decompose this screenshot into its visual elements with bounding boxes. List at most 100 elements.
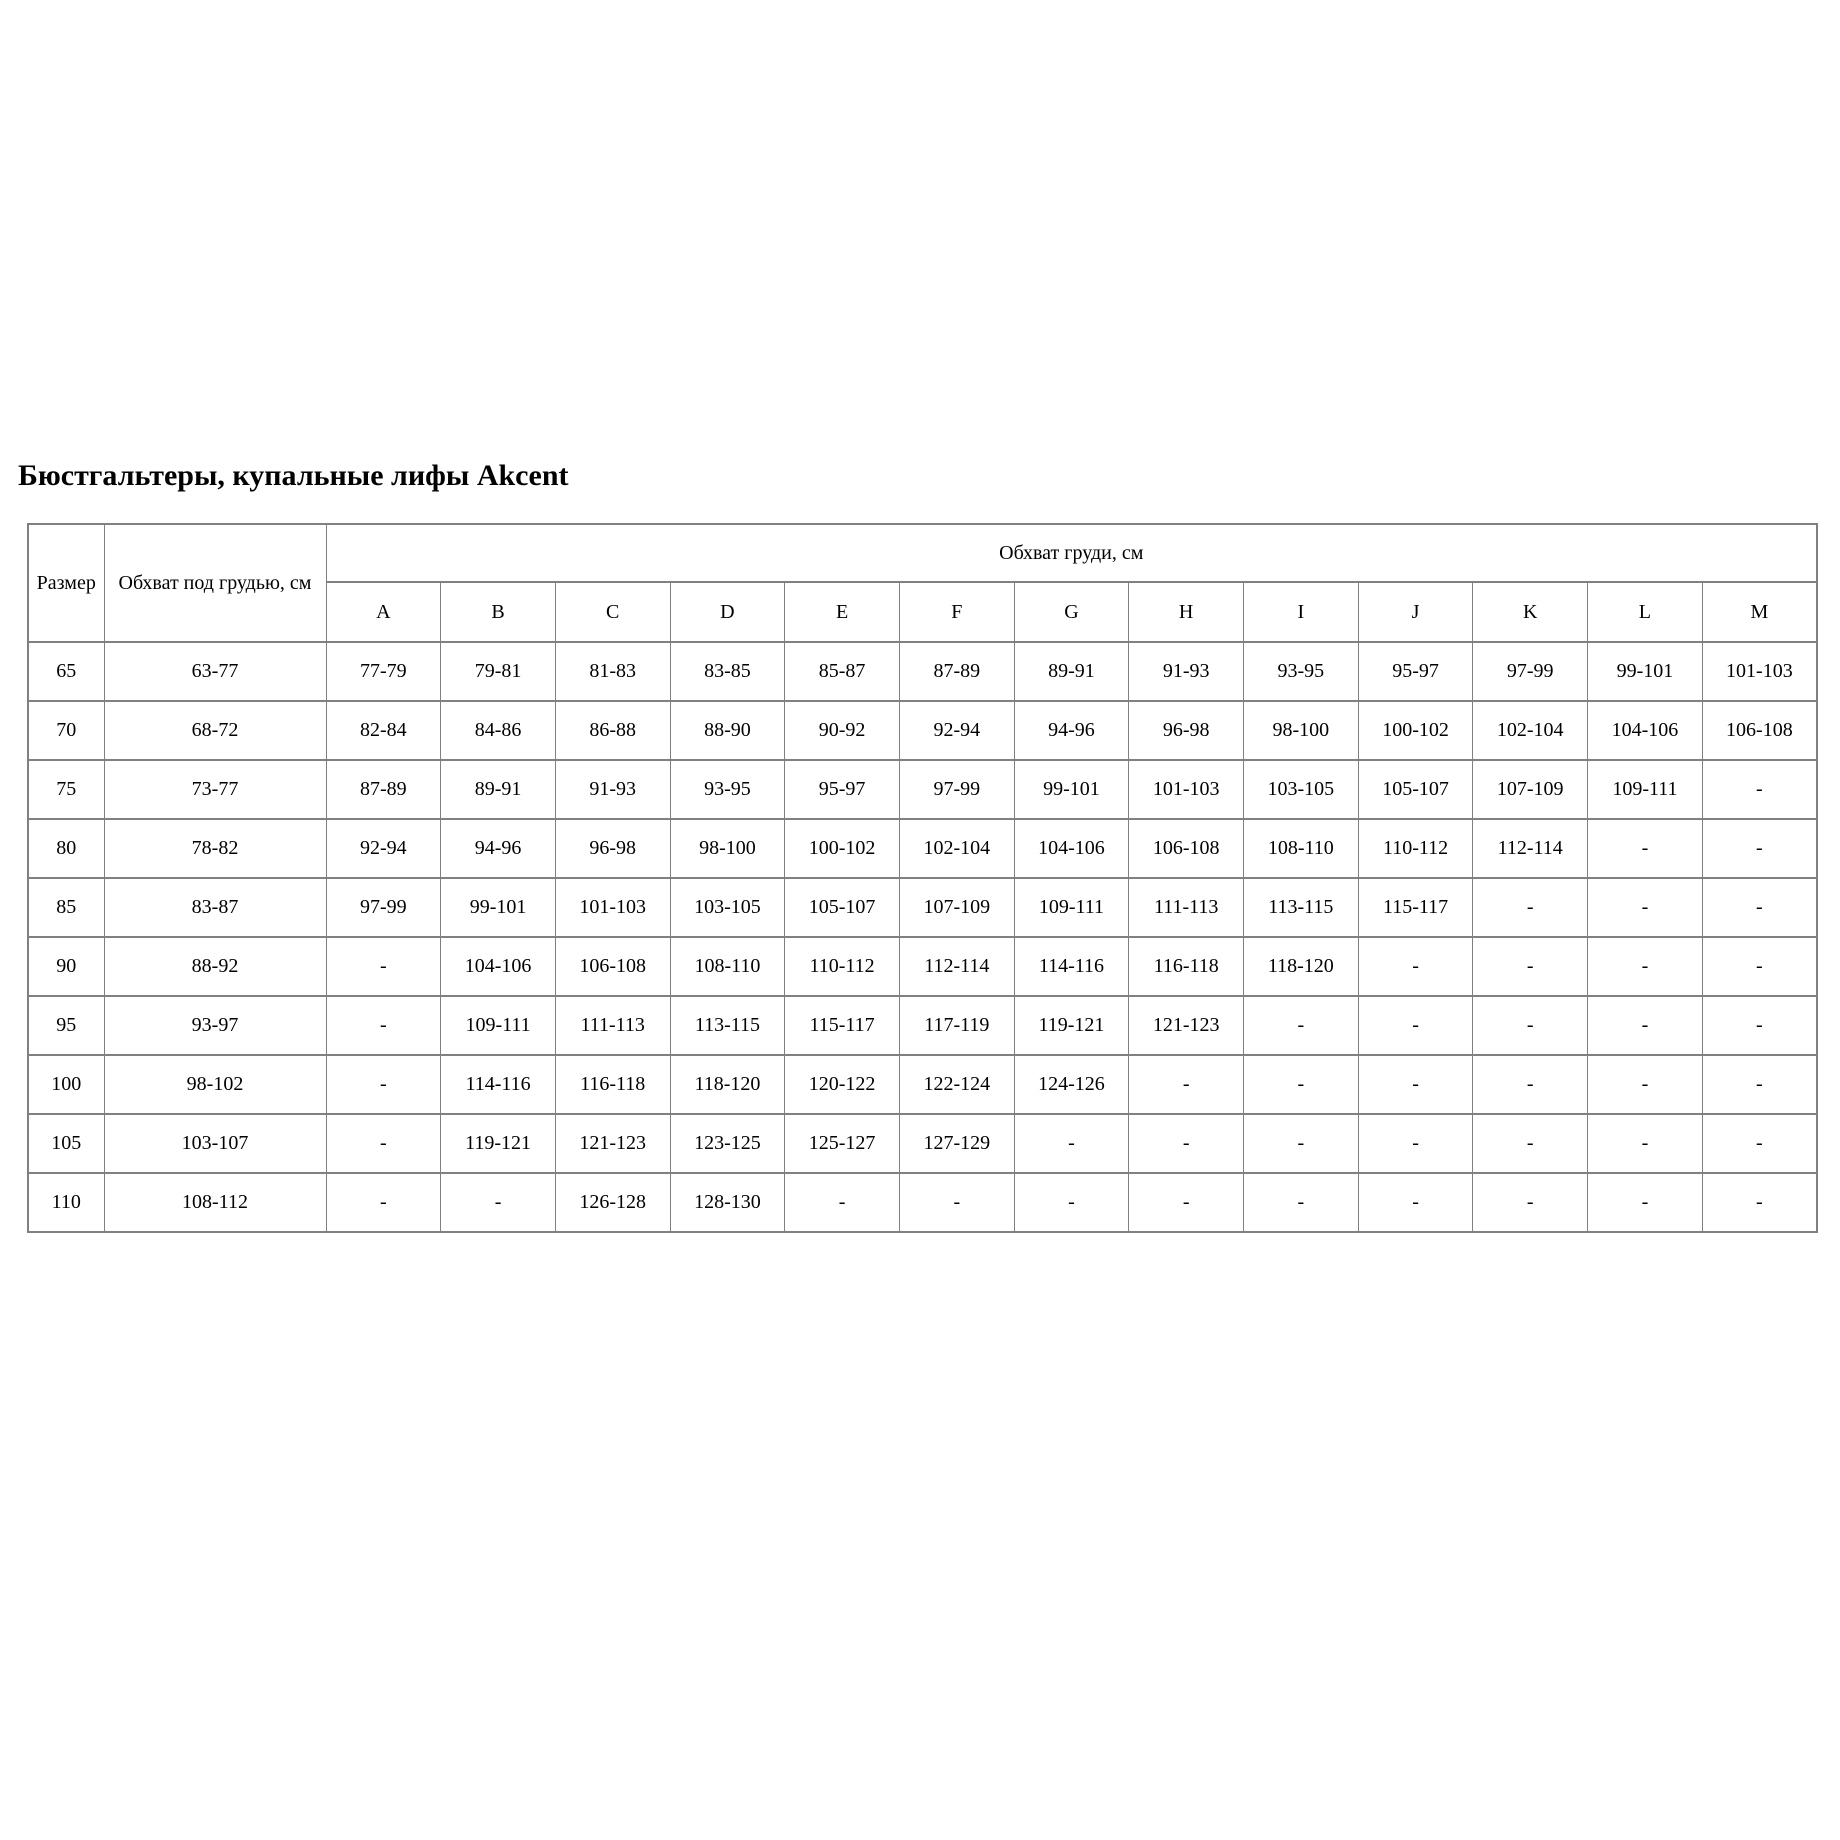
cup-cell: 95-97: [784, 759, 900, 820]
cup-cell: -: [1587, 995, 1703, 1056]
cup-cell: 104-106: [1587, 700, 1703, 761]
header-size: Размер: [27, 523, 105, 643]
cup-cell: 97-99: [898, 759, 1015, 820]
cup-cell: 115-117: [1357, 877, 1474, 938]
cup-cell: 120-122: [784, 1054, 900, 1115]
cup-cell: 96-98: [554, 818, 671, 879]
cup-cell: 99-101: [1013, 759, 1130, 820]
cup-cell: 91-93: [554, 759, 671, 820]
underbust-cell: 73-77: [103, 759, 327, 820]
cup-header: K: [1472, 581, 1589, 643]
cup-cell: 114-116: [440, 1054, 556, 1115]
cup-cell: 118-120: [669, 1054, 786, 1115]
cup-cell: 104-106: [1013, 818, 1130, 879]
cup-header: L: [1587, 581, 1703, 643]
cup-cell: -: [1357, 995, 1474, 1056]
cup-cell: 93-95: [1243, 641, 1359, 702]
cup-cell: 111-113: [1128, 877, 1244, 938]
cup-cell: 79-81: [440, 641, 556, 702]
table-row: 75 73-77 87-89 89-91 91-93 93-95 95-97 97-99 99-…: [27, 759, 1818, 820]
cup-cell: 107-109: [1472, 759, 1589, 820]
cup-cell: 101-103: [1701, 641, 1818, 702]
cup-cell: -: [1472, 1113, 1589, 1174]
cup-cell: 125-127: [784, 1113, 900, 1174]
cup-cell: -: [1472, 1054, 1589, 1115]
cup-cell: 85-87: [784, 641, 900, 702]
underbust-cell: 108-112: [103, 1172, 327, 1233]
cup-cell: -: [1013, 1113, 1130, 1174]
cup-header: J: [1357, 581, 1474, 643]
underbust-cell: 98-102: [103, 1054, 327, 1115]
cup-cell: 128-130: [669, 1172, 786, 1233]
cup-cell: -: [1587, 1054, 1703, 1115]
table-row: 105 103-107-119-121 121-123 123-125 125-127 1…: [27, 1113, 1818, 1174]
cup-cell: 113-115: [1243, 877, 1359, 938]
cup-cell: 94-96: [440, 818, 556, 879]
cup-cell: -: [1587, 1113, 1703, 1174]
size-cell: 85: [27, 877, 105, 938]
cup-cell: 98-100: [669, 818, 786, 879]
cup-header: D: [669, 581, 786, 643]
cup-cell: 92-94: [325, 818, 442, 879]
document-page: Бюстгальтеры, купальные лифы Akcent Разм…: [18, 459, 1818, 1233]
size-cell: 90: [27, 936, 105, 997]
cup-cell: 105-107: [1357, 759, 1474, 820]
cup-cell: -: [440, 1172, 556, 1233]
cup-cell: 118-120: [1243, 936, 1359, 997]
cup-cell: 123-125: [669, 1113, 786, 1174]
table-row: 90 88-92-104-106 106-108 108-110 110-112 112-…: [27, 936, 1818, 997]
cup-cell: 84-86: [440, 700, 556, 761]
cup-cell: 87-89: [325, 759, 442, 820]
cup-cell: 99-101: [1587, 641, 1703, 702]
cup-cell: 94-96: [1013, 700, 1130, 761]
cup-cell: 89-91: [440, 759, 556, 820]
cup-cell: 90-92: [784, 700, 900, 761]
cup-cell: 106-108: [1128, 818, 1244, 879]
header-row-group: Размер Обхват под грудью, см Обхват груд…: [27, 523, 1818, 643]
cup-header: G: [1013, 581, 1130, 643]
cup-cell: 96-98: [1128, 700, 1244, 761]
cup-cell: 126-128: [554, 1172, 671, 1233]
cup-cell: 110-112: [784, 936, 900, 997]
cup-cell: -: [1587, 877, 1703, 938]
cup-cell: 111-113: [554, 995, 671, 1056]
size-cell: 110: [27, 1172, 105, 1233]
cup-cell: -: [325, 1172, 442, 1233]
cup-header: B: [440, 581, 556, 643]
cup-cell: 106-108: [554, 936, 671, 997]
cup-cell: 112-114: [898, 936, 1015, 997]
cup-cell: 116-118: [554, 1054, 671, 1115]
cup-cell: -: [1472, 936, 1589, 997]
cup-header: A: [325, 581, 442, 643]
cup-cell: -: [1472, 877, 1589, 938]
size-cell: 75: [27, 759, 105, 820]
cup-cell: 82-84: [325, 700, 442, 761]
table-row: 95 93-97-109-111 111-113 113-115 115-117 117-…: [27, 995, 1818, 1056]
cup-cell: 116-118: [1128, 936, 1244, 997]
cup-cell: -: [1357, 1172, 1474, 1233]
cup-cell: 102-104: [1472, 700, 1589, 761]
cup-cell: -: [325, 995, 442, 1056]
cup-cell: 112-114: [1472, 818, 1589, 879]
underbust-cell: 68-72: [103, 700, 327, 761]
cup-cell: -: [1243, 1172, 1359, 1233]
cup-header: F: [898, 581, 1015, 643]
cup-cell: 115-117: [784, 995, 900, 1056]
cup-cell: -: [1701, 995, 1818, 1056]
cup-header: M: [1701, 581, 1818, 643]
size-cell: 80: [27, 818, 105, 879]
cup-cell: 87-89: [898, 641, 1015, 702]
cup-cell: 81-83: [554, 641, 671, 702]
cup-cell: 102-104: [898, 818, 1015, 879]
size-cell: 100: [27, 1054, 105, 1115]
underbust-cell: 63-77: [103, 641, 327, 702]
table-row: 65 63-77 77-79 79-81 81-83 83-85 85-87 87-89 89-…: [27, 641, 1818, 702]
cup-cell: -: [1357, 1113, 1474, 1174]
cup-cell: -: [1701, 1054, 1818, 1115]
cup-header: I: [1243, 581, 1359, 643]
cup-cell: 100-102: [1357, 700, 1474, 761]
cup-cell: -: [1701, 1172, 1818, 1233]
cup-cell: -: [1472, 1172, 1589, 1233]
cup-cell: -: [1472, 995, 1589, 1056]
